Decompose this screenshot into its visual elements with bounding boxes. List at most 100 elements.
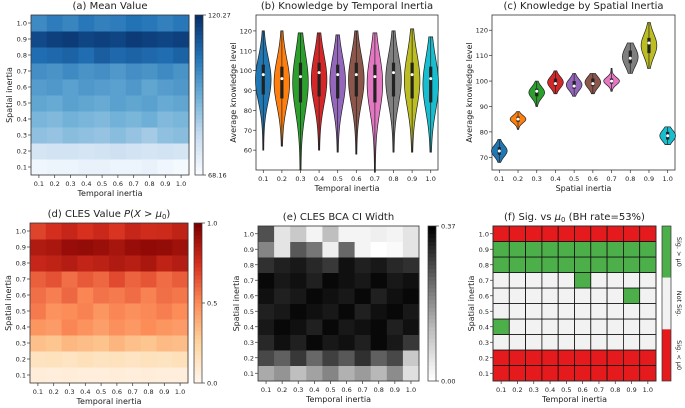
heatmap-cell [402,303,420,320]
heatmap-cell [541,365,559,382]
colorbar-label: 0.5 [207,300,217,308]
heatmap-cell [93,351,110,368]
heatmap-cell [322,241,339,258]
heatmap-cell [386,319,404,335]
colorbar-step [428,226,436,231]
heatmap-cell [77,303,94,320]
heatmap-cell [639,241,657,258]
heatmap-cell [574,334,592,351]
heatmap-cell [322,257,339,273]
heatmap-cell [639,225,657,242]
heatmap-cell [557,318,575,335]
heatmap-cell [338,272,356,289]
panel-a-title: (a) Mean Value [73,1,148,12]
heatmap-cell [110,95,127,112]
colorbar-step [195,111,203,116]
heatmap-cell [141,47,158,64]
heatmap-cell [370,319,388,335]
x-tick-label: 0.5 [325,386,335,394]
heatmap-cell [110,15,127,32]
heatmap-cell [274,288,291,304]
heatmap-cell [78,47,95,64]
plot-frame [30,14,190,176]
colorbar-step [194,259,202,264]
heatmap-cell [306,334,323,351]
heatmap-cell [338,334,356,351]
heatmap-cell [306,350,323,366]
heatmap-cell [557,256,575,273]
plot-frame [257,225,420,382]
heatmap-cell [156,367,173,384]
heatmap-cell [61,319,78,336]
heatmap-cell [574,365,592,382]
heatmap-cell [109,335,126,352]
heatmap-cell [322,272,339,289]
heatmap-cell [590,287,608,304]
heatmap-cell [61,351,78,368]
heatmap-cell [140,367,157,384]
y-tick-label: 0.9 [16,244,26,252]
panel-f-title: (f) Sig. vs μ0 (BH rate=53%) [504,212,645,224]
heatmap-cell [322,226,339,242]
heatmap-cell [639,272,657,289]
colorbar-step [195,135,203,140]
heatmap-cell [94,95,111,112]
x-tick-label: 0.2 [513,175,523,183]
colorbar-step [195,71,203,76]
legend-label: Not Sig. [675,291,683,317]
heatmap-cell [606,365,624,382]
heatmap-cell [623,272,641,289]
colorbar-step [428,326,436,332]
heatmap-cell [140,319,157,336]
violin-median-dot [317,71,321,75]
heatmap-cell [31,127,48,144]
heatmap-cell [46,159,64,176]
heatmap-cell [623,241,641,258]
x-tick-label: 0.4 [80,388,90,396]
heatmap-cell [606,303,624,320]
x-tick-label: 0.8 [610,386,620,394]
x-tick-label: 0.5 [561,386,571,394]
y-tick-label: 0.2 [479,354,489,362]
violin-median-dot [392,71,396,75]
heatmap-cell [30,287,47,304]
colorbar-step [428,229,436,235]
colorbar-step [195,91,203,96]
heatmap-cell [141,63,158,80]
heatmap-cell [140,239,157,256]
heatmap-cell [306,288,323,304]
heatmap-cell [525,225,543,242]
heatmap-cell [354,319,372,335]
heatmap-cell [62,127,79,144]
colorbar: 120.27 68.16 [194,12,231,180]
x-tick-label: 0.9 [390,386,400,394]
heatmap-cell [606,287,624,304]
heatmap-cell [46,47,64,64]
heatmap-cell [61,335,78,352]
x-tick-label: 0.4 [550,175,560,183]
colorbar-step [428,369,436,374]
heatmap-cell [370,272,388,289]
colorbar-step [428,330,436,335]
violin-iqr-box [280,66,284,99]
heatmap-cell [140,287,157,304]
violin-iqr-box [647,37,651,54]
y-tick-label: 0.4 [16,324,26,332]
heatmap-cell [157,79,174,96]
colorbar-step [195,119,203,124]
heatmap-cell [61,303,78,320]
x-tick-label: 0.2 [49,388,59,396]
violin-median-dot [354,73,358,77]
heatmap-cell [172,335,189,352]
colorbar-step [195,99,203,104]
colorbar-frame [427,225,437,382]
heatmap-cell [31,143,48,160]
y-tick-label: 0.4 [17,116,27,124]
title-prefix: (f) Sig. vs [504,212,555,223]
heatmap-cell [141,159,158,176]
heatmap-cell [639,303,657,320]
heatmap-cell [338,257,356,273]
heatmap-cell [274,319,291,335]
heatmap-cell [141,127,158,144]
